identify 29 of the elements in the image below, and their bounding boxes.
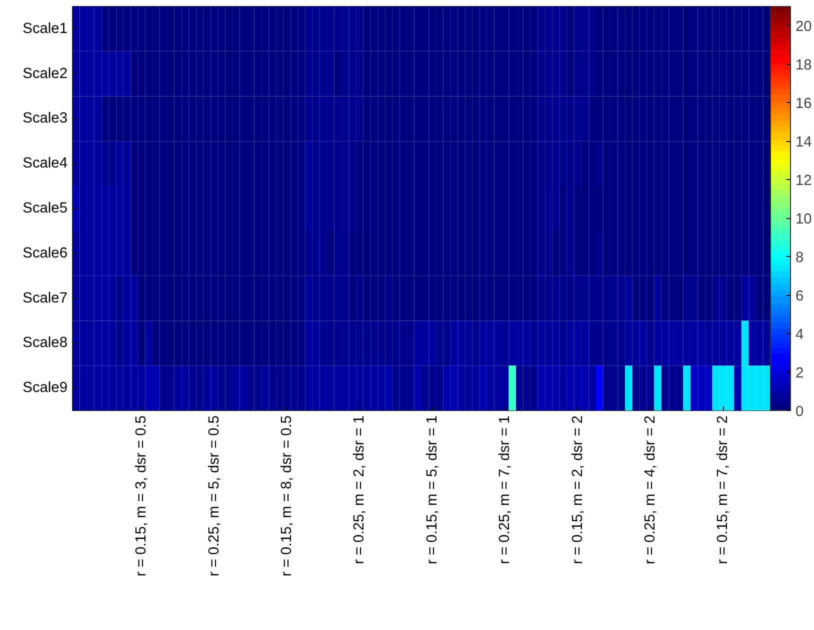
color-bar-label: 16: [796, 96, 812, 112]
y-tick-label: Scale4: [22, 156, 68, 172]
color-bar-label: 2: [796, 366, 804, 382]
x-tick-label: r = 0.25, m = 4, dsr = 2: [642, 415, 659, 564]
color-bar-label: 18: [796, 58, 812, 74]
color-bar-label: 20: [796, 19, 812, 36]
y-tick-label: Scale1: [22, 20, 68, 37]
color-bar-label: 8: [796, 250, 804, 266]
y-tick-label: Scale2: [22, 66, 68, 82]
color-bar-label: 12: [796, 173, 812, 190]
x-tick-label: r = 0.15, m = 7, dsr = 2: [715, 415, 732, 564]
x-tick-label: r = 0.25, m = 7, dsr = 1: [497, 415, 514, 564]
x-tick-label: r = 0.15, m = 8, dsr = 0.5: [278, 415, 295, 576]
x-tick-label: r = 0.15, m = 2, dsr = 2: [570, 415, 586, 564]
x-tick-label: r = 0.25, m = 2, dsr = 1: [352, 415, 368, 564]
color-bar-label: 0: [796, 404, 804, 420]
color-bar-label: 6: [796, 288, 804, 305]
y-tick-label: Scale3: [22, 110, 68, 127]
y-tick-label: Scale7: [22, 290, 68, 306]
x-tick-label: r = 0.25, m = 5, dsr = 0.5: [206, 415, 222, 576]
y-tick-label: Scale6: [22, 245, 68, 262]
color-bar-label: 14: [796, 134, 812, 151]
x-tick-label: r = 0.15, m = 3, dsr = 0.5: [134, 415, 150, 576]
color-bar-label: 10: [796, 212, 812, 228]
y-tick-label: Scale5: [22, 200, 68, 216]
color-bar-label: 4: [796, 327, 804, 344]
x-tick-label: r = 0.15, m = 5, dsr = 1: [424, 415, 440, 564]
y-tick-label: Scale8: [22, 335, 68, 352]
y-tick-label: Scale9: [22, 380, 68, 396]
